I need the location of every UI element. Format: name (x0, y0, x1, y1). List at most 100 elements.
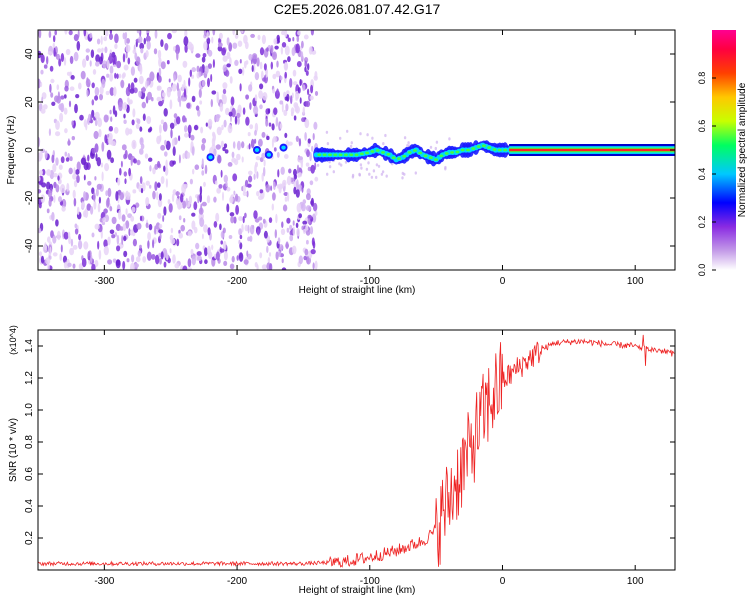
noise-speckle (96, 157, 102, 167)
noise-speckle (133, 87, 138, 94)
noise-speckle (55, 131, 61, 137)
noise-speckle (222, 88, 227, 95)
noise-speckle (292, 226, 295, 236)
noise-speckle (234, 59, 239, 66)
noise-speckle (242, 184, 246, 194)
noise-speckle (121, 235, 124, 245)
noise-speckle (145, 50, 149, 58)
noise-speckle (154, 225, 157, 235)
noise-speckle (130, 229, 134, 236)
noise-speckle (189, 69, 192, 78)
noise-speckle (45, 257, 51, 265)
noise-speckle (138, 36, 143, 44)
noise-speckle (145, 180, 150, 186)
noise-speckle (176, 50, 179, 61)
x-tick-label: -200 (227, 576, 247, 587)
noise-speckle (278, 184, 282, 194)
ridge-peak (391, 156, 396, 159)
noise-speckle (146, 40, 151, 50)
noise-speckle (197, 255, 202, 261)
noise-speckle (91, 187, 95, 195)
noise-speckle (263, 166, 266, 177)
noise-speckle (92, 69, 97, 75)
noise-speckle (228, 235, 233, 239)
noise-speckle (275, 213, 278, 224)
noise-speckle (106, 59, 110, 69)
noise-speckle (139, 215, 143, 221)
noise-speckle (172, 160, 176, 165)
noise-speckle (276, 151, 280, 158)
noise-speckle (228, 42, 233, 52)
noise-speckle (207, 118, 213, 127)
noise-speckle (359, 163, 363, 167)
noise-speckle (167, 32, 172, 40)
noise-speckle (304, 132, 307, 141)
noise-speckle (146, 30, 150, 34)
ridge-peak (375, 149, 380, 152)
noise-speckle (154, 30, 158, 39)
noise-speckle (151, 97, 154, 102)
noise-speckle (186, 151, 191, 159)
noise-speckle (305, 100, 311, 108)
noise-speckle (104, 46, 108, 54)
noise-speckle (205, 122, 208, 127)
noise-speckle (282, 204, 288, 212)
noise-speckle (72, 173, 78, 180)
noise-speckle (380, 172, 384, 176)
noise-speckle (195, 242, 200, 250)
noise-speckle (173, 113, 178, 119)
noise-speckle (94, 119, 98, 127)
noise-speckle (346, 129, 349, 133)
noise-speckle (91, 82, 95, 89)
noise-speckle (132, 108, 136, 118)
noise-speckle (232, 30, 235, 36)
noise-speckle (187, 124, 192, 134)
noise-speckle (55, 157, 59, 166)
ridge-peak (466, 148, 470, 152)
noise-speckle (55, 184, 60, 193)
noise-speckle (218, 184, 223, 189)
noise-speckle (216, 187, 221, 194)
noise-speckle (109, 52, 113, 62)
noise-speckle (296, 227, 300, 237)
noise-speckle (156, 96, 162, 102)
ridge-peak (402, 154, 407, 158)
noise-speckle (83, 191, 87, 201)
noise-speckle (122, 53, 126, 63)
noise-speckle (293, 81, 298, 86)
noise-speckle (236, 140, 241, 151)
noise-speckle (47, 190, 53, 198)
noise-speckle (151, 254, 156, 260)
ridge-peak (407, 151, 412, 154)
noise-speckle (90, 113, 93, 124)
noise-speckle (305, 162, 310, 167)
ridge-blob-core (281, 145, 286, 150)
noise-speckle (187, 230, 192, 237)
noise-speckle (82, 58, 87, 68)
noise-speckle (277, 237, 281, 245)
noise-speckle (255, 190, 260, 197)
noise-speckle (78, 82, 82, 90)
noise-speckle (212, 133, 216, 142)
noise-speckle (148, 223, 153, 231)
noise-speckle (169, 99, 173, 110)
noise-speckle (286, 175, 292, 186)
noise-speckle (328, 165, 332, 169)
noise-speckle (236, 255, 239, 261)
noise-speckle (68, 167, 73, 175)
noise-speckle (103, 239, 108, 248)
noise-speckle (259, 189, 264, 194)
noise-speckle (171, 138, 175, 148)
noise-speckle (38, 227, 42, 234)
noise-speckle (213, 196, 217, 203)
noise-speckle (75, 94, 80, 99)
y-tick-label: 0.8 (24, 435, 35, 449)
noise-speckle (97, 202, 101, 213)
noise-speckle (202, 53, 207, 58)
noise-speckle (52, 235, 57, 244)
noise-speckle (104, 163, 110, 172)
noise-speckle (199, 185, 203, 195)
noise-speckle (116, 60, 122, 69)
noise-speckle (91, 263, 96, 270)
